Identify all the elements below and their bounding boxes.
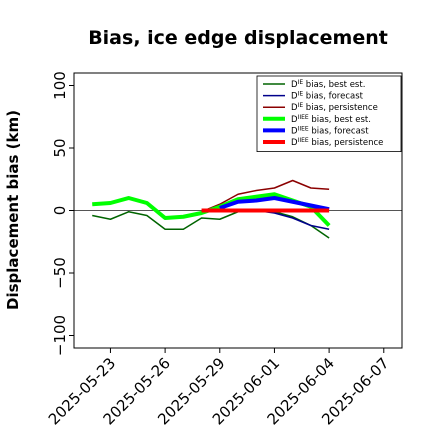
y-axis-label: Displacement bias (km) [4,110,22,310]
series-line-3 [201,179,330,213]
legend-box [256,75,402,152]
legend-label: DIIEE bias, best est. [291,114,371,125]
legend: DIE bias, best est.DIE bias, forecastDIE… [256,75,402,152]
y-tick-label: 100 [51,71,69,100]
y-tick-label: 50 [51,138,69,157]
series-line-1 [92,209,330,239]
y-tick-label: −50 [51,257,69,289]
series-line-2 [219,209,330,230]
y-tick-label: 0 [51,206,69,216]
legend-label: DIE bias, forecast [291,91,364,102]
series-line-5 [219,196,330,212]
legend-label: DIIEE bias, persistence [291,137,383,148]
legend-label: DIE bias, persistence [291,102,378,113]
plot-area [74,179,402,239]
legend-label: DIIEE bias, forecast [291,125,369,136]
legend-label: DIE bias, best est. [291,79,365,90]
y-tick-label: −100 [51,315,69,356]
chart-title: Bias, ice edge displacement [88,27,388,49]
